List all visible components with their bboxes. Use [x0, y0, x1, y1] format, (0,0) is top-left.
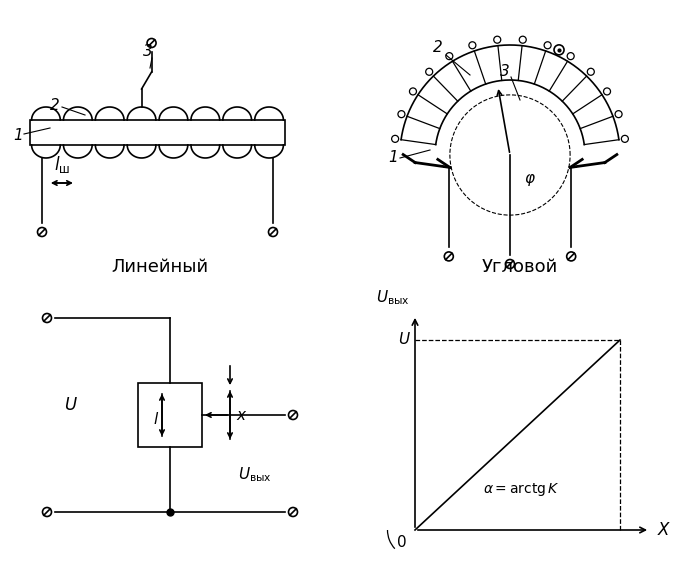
Text: Линейный: Линейный [111, 258, 209, 276]
Text: 1: 1 [388, 150, 398, 165]
Text: U: U [64, 396, 76, 414]
Text: 2: 2 [433, 41, 443, 56]
Text: $\alpha = \mathrm{arctg}\,K$: $\alpha = \mathrm{arctg}\,K$ [483, 481, 559, 498]
Text: $U_{\rm вых}$: $U_{\rm вых}$ [238, 465, 272, 484]
Text: $l_{\rm ш}$: $l_{\rm ш}$ [54, 154, 70, 175]
Text: 3: 3 [143, 45, 153, 60]
Text: Угловой: Угловой [482, 258, 558, 276]
Text: U: U [398, 332, 409, 347]
Bar [138, 383, 202, 447]
Text: l: l [154, 412, 158, 427]
Bar [30, 120, 285, 145]
Text: 0: 0 [398, 535, 407, 550]
Text: $\varphi$: $\varphi$ [524, 172, 536, 188]
Text: $U_{\rm вых}$: $U_{\rm вых}$ [376, 288, 410, 307]
Text: x: x [236, 408, 245, 422]
Text: X: X [658, 521, 669, 539]
Text: 1: 1 [13, 128, 23, 143]
Text: 2: 2 [50, 97, 60, 113]
Text: 3: 3 [500, 64, 510, 79]
